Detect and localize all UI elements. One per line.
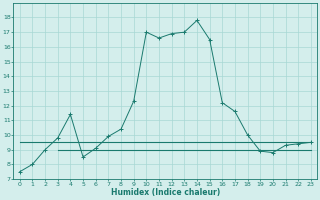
X-axis label: Humidex (Indice chaleur): Humidex (Indice chaleur) [111,188,220,197]
